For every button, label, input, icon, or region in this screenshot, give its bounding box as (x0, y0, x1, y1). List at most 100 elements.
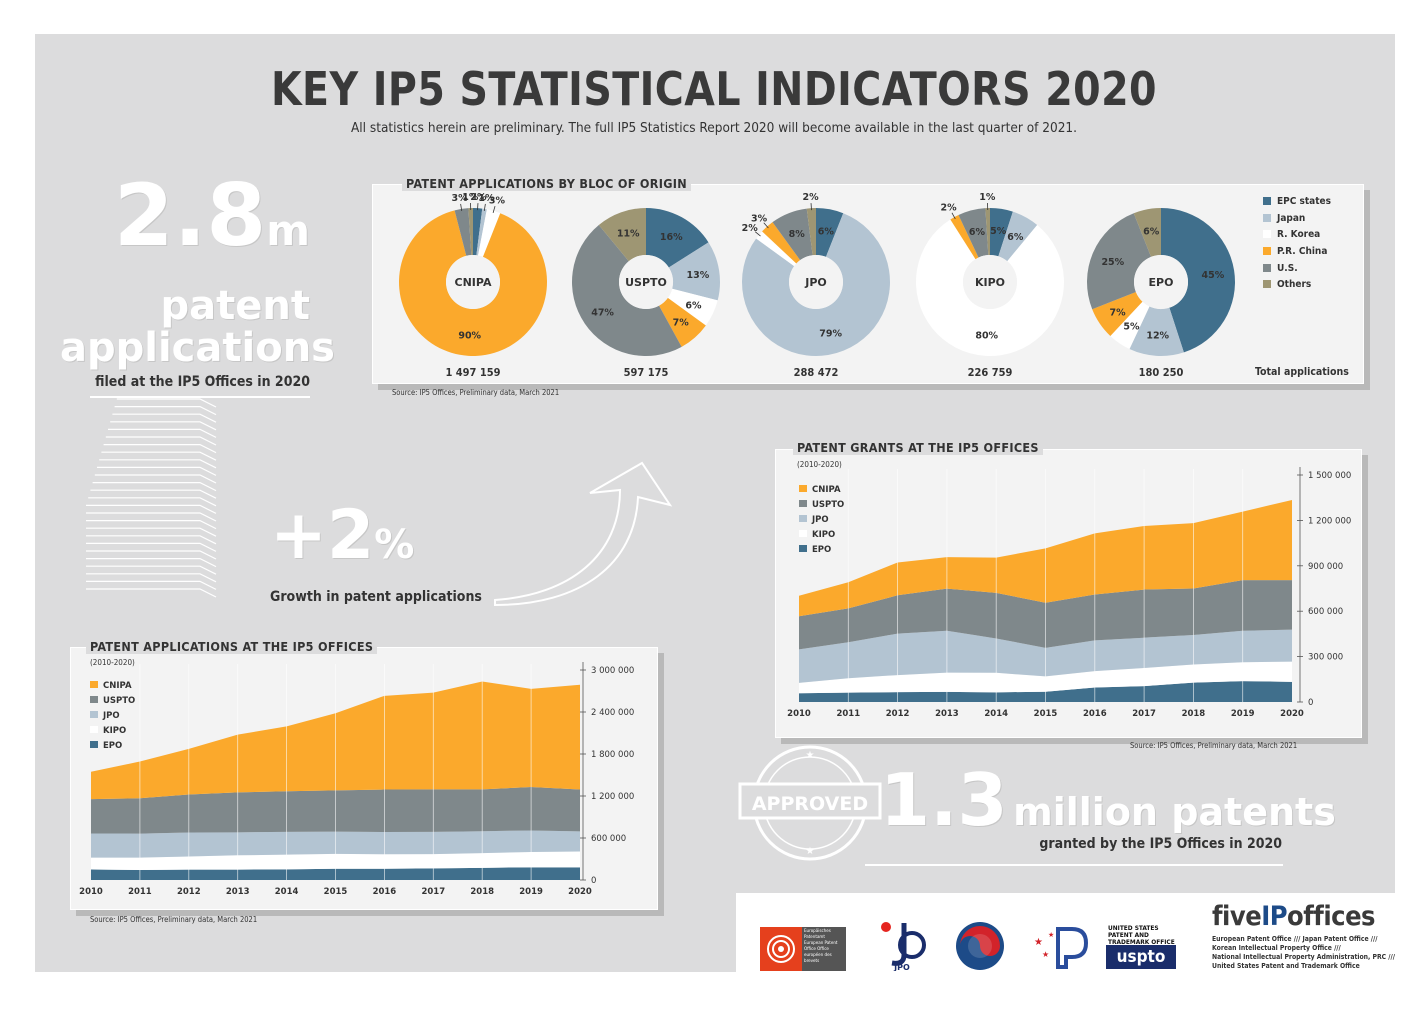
legend-japan: Japan (1263, 213, 1305, 224)
paper-sheet (105, 436, 217, 446)
applications-source: Source: IP5 Offices, Preliminary data, M… (90, 915, 258, 924)
applications-subtitle: (2010-2020) (90, 658, 135, 667)
donut-slice (985, 208, 990, 256)
y-tick-label: 3 000 000 (591, 666, 634, 676)
donut-value-label: 47% (591, 308, 614, 319)
donut-value-label: 6% (685, 300, 702, 311)
x-tick-label: 2010 (79, 887, 103, 897)
y-tick-label: 900 000 (1308, 562, 1343, 572)
donut-office-label: EPO (1149, 276, 1174, 289)
donut-epo: 45% 12% 5% 7% 25% 6% EPO (1087, 208, 1235, 356)
donut-total-epo: 180 250 (1138, 366, 1184, 379)
donut-value-label: 3% (451, 193, 468, 204)
donut-slice (598, 208, 646, 262)
donut-value-label: 45% (1201, 270, 1224, 281)
x-tick-label: 2016 (1083, 709, 1107, 719)
legend-swatch (90, 726, 98, 733)
legend-swatch (90, 681, 98, 688)
donut-leader-line (460, 203, 463, 211)
donut-slice (1087, 213, 1152, 310)
donut-slice (958, 208, 989, 258)
donut-office-label: CNIPA (455, 276, 492, 289)
x-tick-label: 2019 (1231, 709, 1255, 719)
kpi-grants-divider (865, 864, 1283, 866)
paper-sheet (101, 451, 217, 461)
epo-logo-dark (802, 927, 846, 971)
donut-value-label: 80% (975, 330, 998, 341)
donut-slice (571, 224, 682, 357)
area-epo (799, 681, 1292, 702)
donut-slice (762, 222, 801, 264)
jpo-logo: JPO (881, 922, 926, 971)
kpi-applications-value: 2.8 (113, 166, 267, 266)
x-tick-label: 2020 (1280, 709, 1304, 719)
grants-area-chart: 0 300 000 600 000 900 000 1 200 000 1 500 000… (787, 467, 1351, 719)
paper-sheet (86, 550, 217, 560)
kpi-grants: 1.3 million patents (880, 760, 1336, 860)
donut-leader-line (763, 222, 769, 229)
epo-logo-icon (767, 935, 795, 963)
grants-subtitle: (2010-2020) (797, 460, 842, 469)
donut-cnipa: 2%1%3%90%3%1%CNIPA (399, 192, 547, 356)
kpi-applications-caption: filed at the IP5 Offices in 2020 (95, 374, 310, 390)
donut-value-label: 8% (789, 229, 806, 240)
donut-slice (772, 208, 813, 261)
donut-total-jpo: 288 472 (793, 366, 839, 379)
legend-label: CNIPA (103, 681, 132, 691)
applications-area-chart: 0 600 000 1 200 000 1 800 000 2 400 000 3 000… (79, 662, 634, 897)
legend-swatch (799, 545, 807, 552)
y-tick-label: 300 000 (1308, 653, 1343, 663)
donut-value-label: 1% (462, 192, 479, 203)
donut-value-label: 3% (751, 213, 768, 224)
paper-sheet (86, 542, 217, 552)
donut-value-label: 13% (686, 270, 709, 281)
x-tick-label: 2012 (177, 887, 201, 897)
paper-stack-illustration (86, 398, 217, 598)
x-tick-label: 2016 (373, 887, 397, 897)
donut-value-label: 79% (819, 328, 842, 339)
fiveipoffices-line2: Korean Intellectual Property Office /// (1212, 944, 1341, 952)
donut-slice (454, 208, 472, 256)
donut-leader-line (951, 212, 956, 220)
kpi-grants-caption: granted by the IP5 Offices in 2020 (1039, 836, 1282, 852)
legend-china: P.R. China (1263, 246, 1327, 257)
logo-bar: Europäisches Patentamt European Patent O… (736, 893, 1395, 972)
donut-slice (816, 208, 844, 257)
paper-sheet (90, 489, 217, 499)
donut-value-label: 7% (1110, 308, 1127, 319)
donut-total-uspto: 597 175 (623, 366, 669, 379)
donut-total-kipo: 226 759 (967, 366, 1013, 379)
paper-sheet (110, 421, 217, 431)
paper-sheet (116, 398, 217, 408)
y-tick-label: 1 500 000 (1308, 471, 1351, 481)
paper-sheet (99, 459, 217, 469)
legend-label: KIPO (103, 726, 126, 736)
legend-others: Others (1263, 279, 1311, 290)
x-tick-label: 2018 (1182, 709, 1206, 719)
y-tick-label: 1 200 000 (1308, 516, 1351, 526)
uspto-logo-word: uspto (1106, 945, 1176, 969)
donut-slice (806, 208, 816, 256)
donut-office-label: JPO (804, 276, 827, 289)
donut-value-label: 2% (470, 192, 487, 203)
donut-total-label: Total applications (1255, 366, 1349, 378)
donut-slice (990, 208, 1013, 257)
kpi-growth: +2% Growth in patent applications (270, 500, 510, 606)
uspto-logo-text: UNITED STATES PATENT AND TRADEMARK OFFIC… (1108, 924, 1175, 946)
donut-slice (1110, 301, 1150, 349)
donut-total-cnipa: 1 497 159 (445, 366, 501, 379)
kpi-growth-caption: Growth in patent applications (270, 589, 482, 605)
donut-hole (963, 255, 1017, 309)
donut-hole (619, 255, 673, 309)
donut-slice (742, 213, 891, 357)
kpi-growth-value: +2 (270, 496, 375, 575)
donut-value-label: 6% (1143, 226, 1160, 237)
donut-leader-line (483, 203, 486, 211)
donut-slice (668, 242, 720, 301)
legend-swatch (799, 515, 807, 522)
donut-slice (659, 297, 706, 347)
donut-slice (468, 208, 473, 256)
legend-label: CNIPA (812, 485, 841, 495)
y-tick-label: 2 400 000 (591, 708, 634, 718)
svg-text:★: ★ (806, 750, 815, 761)
